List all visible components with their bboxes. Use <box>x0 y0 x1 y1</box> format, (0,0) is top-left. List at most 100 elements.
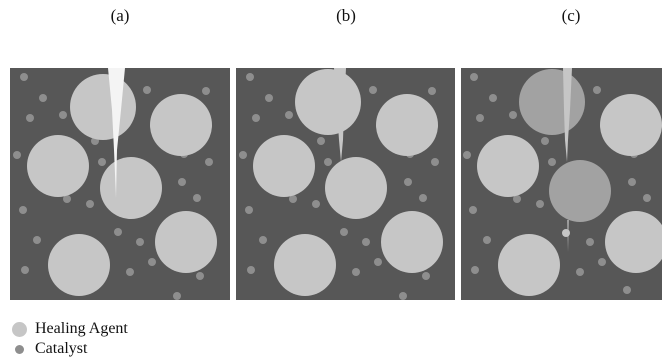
healing-agent-capsule <box>48 234 110 296</box>
catalyst-particle <box>246 73 254 81</box>
legend-label-catalyst: Catalyst <box>35 340 88 357</box>
catalyst-particle <box>340 228 348 236</box>
catalyst-particle <box>245 206 253 214</box>
catalyst-particle <box>265 94 273 102</box>
legend-item-catalyst: Catalyst <box>12 340 87 358</box>
healing-agent-capsule <box>477 135 539 197</box>
catalyst-particle <box>428 87 436 95</box>
catalyst-particle <box>143 86 151 94</box>
catalyst-particle <box>374 258 382 266</box>
catalyst-particle <box>114 228 122 236</box>
healing-agent-capsule <box>150 94 212 156</box>
catalyst-particle <box>593 86 601 94</box>
healing-agent-capsule <box>381 211 443 273</box>
catalyst-particle <box>178 178 186 186</box>
catalyst-particle <box>628 178 636 186</box>
healing-agent-swatch-icon <box>12 321 27 337</box>
catalyst-particle <box>136 238 144 246</box>
catalyst-particle <box>623 286 631 294</box>
legend-label-healing-agent: Healing Agent <box>35 320 128 337</box>
healing-agent-capsule <box>274 234 336 296</box>
catalyst-particle <box>431 158 439 166</box>
catalyst-particle <box>483 236 491 244</box>
catalyst-particle <box>26 114 34 122</box>
catalyst-particle <box>63 195 71 203</box>
catalyst-particle <box>19 206 27 214</box>
healing-agent-capsule <box>253 135 315 197</box>
catalyst-particle <box>470 73 478 81</box>
catalyst-particle <box>196 272 204 280</box>
catalyst-particle <box>239 151 247 159</box>
catalyst-particle <box>59 111 67 119</box>
panel-b <box>236 68 455 300</box>
catalyst-particle <box>419 194 427 202</box>
catalyst-particle <box>13 151 21 159</box>
catalyst-particle <box>463 151 471 159</box>
catalyst-particle <box>352 268 360 276</box>
catalyst-particle <box>148 258 156 266</box>
healing-agent-capsule <box>70 74 136 140</box>
catalyst-particle <box>173 292 181 300</box>
healing-agent-capsule <box>376 94 438 156</box>
catalyst-particle <box>193 194 201 202</box>
catalyst-particle <box>469 206 477 214</box>
healing-agent-capsule <box>605 211 662 273</box>
catalyst-particle <box>259 236 267 244</box>
catalyst-particle <box>126 268 134 276</box>
healing-agent-capsule <box>600 94 662 156</box>
legend-item-healing-agent: Healing Agent <box>12 320 128 338</box>
healing-agent-capsule <box>100 157 162 219</box>
healing-agent-capsule <box>295 69 361 135</box>
catalyst-particle <box>362 238 370 246</box>
released-agent-droplet <box>562 229 570 237</box>
catalyst-particle <box>509 111 517 119</box>
panel-a <box>10 68 230 300</box>
catalyst-particle <box>541 137 549 145</box>
healing-agent-capsule <box>27 135 89 197</box>
catalyst-particle <box>289 195 297 203</box>
panel-a-label: (a) <box>110 6 130 25</box>
catalyst-particle <box>643 194 651 202</box>
catalyst-particle <box>548 158 556 166</box>
healed-capsule <box>519 69 585 135</box>
panel-b-catalysts <box>239 73 439 300</box>
catalyst-particle <box>33 236 41 244</box>
healing-agent-capsule <box>325 157 387 219</box>
catalyst-particle <box>21 266 29 274</box>
catalyst-particle <box>312 200 320 208</box>
healed-capsule <box>549 160 611 222</box>
panel-c-label: (c) <box>561 6 581 25</box>
catalyst-particle <box>404 178 412 186</box>
catalyst-particle <box>536 200 544 208</box>
catalyst-swatch-icon <box>15 344 24 354</box>
catalyst-particle <box>317 137 325 145</box>
healing-agent-capsule <box>155 211 217 273</box>
healing-agent-capsule <box>498 234 560 296</box>
catalyst-particle <box>598 258 606 266</box>
catalyst-particle <box>20 73 28 81</box>
catalyst-particle <box>586 238 594 246</box>
catalyst-particle <box>205 158 213 166</box>
catalyst-particle <box>39 94 47 102</box>
catalyst-particle <box>252 114 260 122</box>
panel-c <box>461 68 662 300</box>
catalyst-particle <box>369 86 377 94</box>
panel-b-label: (b) <box>336 6 356 25</box>
catalyst-particle <box>476 114 484 122</box>
panel-c-catalysts <box>463 73 651 294</box>
catalyst-particle <box>324 158 332 166</box>
catalyst-particle <box>422 272 430 280</box>
catalyst-particle <box>489 94 497 102</box>
crack <box>108 68 125 198</box>
catalyst-particle <box>513 195 521 203</box>
crack <box>563 68 572 162</box>
catalyst-particle <box>399 292 407 300</box>
catalyst-particle <box>98 158 106 166</box>
crack <box>334 68 346 162</box>
catalyst-particle <box>576 268 584 276</box>
catalyst-particle <box>285 111 293 119</box>
panel-a-catalysts <box>13 73 213 300</box>
catalyst-particle <box>202 87 210 95</box>
catalyst-particle <box>86 200 94 208</box>
